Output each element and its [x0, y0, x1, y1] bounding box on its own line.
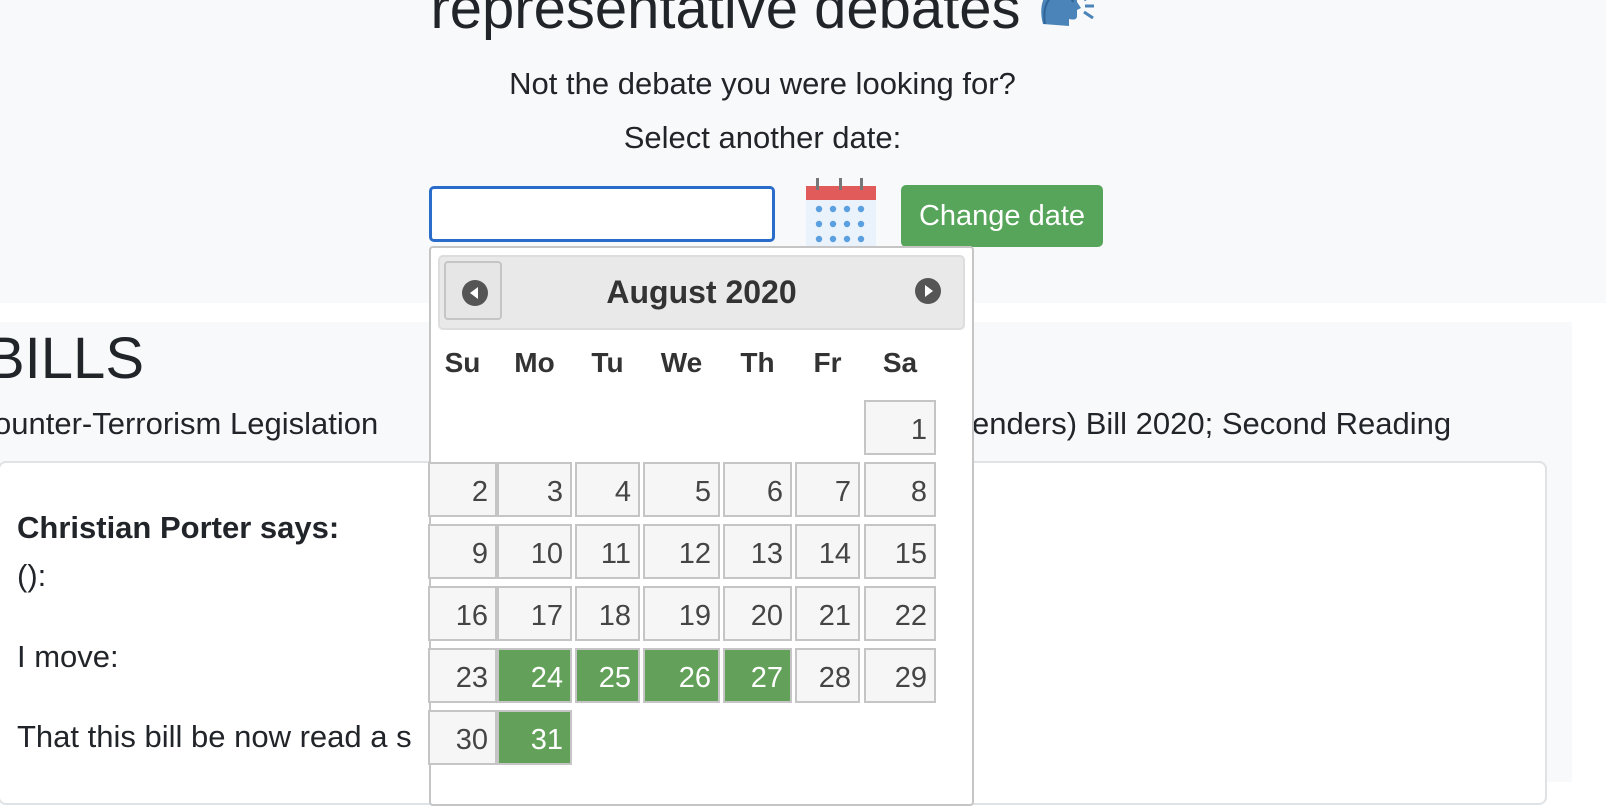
calendar-day[interactable]: 28	[795, 648, 860, 703]
calendar-day[interactable]: 16	[428, 586, 497, 641]
calendar-day[interactable]: 15	[864, 524, 936, 579]
calendar-day[interactable]: 6	[723, 462, 792, 517]
calendar-day[interactable]: 8	[864, 462, 936, 517]
weekday-header: Fr	[813, 347, 842, 378]
calendar-day[interactable]: 5	[643, 462, 720, 517]
calendar-day[interactable]: 20	[723, 586, 792, 641]
weekday-header: Mo	[514, 347, 555, 378]
calendar-icon[interactable]	[804, 178, 878, 248]
calendar-day[interactable]: 13	[723, 524, 792, 579]
datepicker-month-label: August 2020	[606, 274, 797, 310]
debate-title-right: enders) Bill 2020; Second Reading	[972, 406, 1452, 441]
select-date-prompt: Select another date:	[623, 120, 902, 155]
next-month-icon	[915, 278, 941, 304]
debate-title-continued: enders) Bill 2020; Second Reading	[972, 404, 1451, 444]
calendar-day[interactable]: 19	[643, 586, 720, 641]
calendar-day[interactable]: 7	[795, 462, 860, 517]
prev-month-button[interactable]	[444, 261, 502, 320]
datepicker-header: August 2020	[438, 255, 965, 330]
debate-title: ounter-Terrorism Legislation	[0, 404, 378, 444]
calendar-day[interactable]: 14	[795, 524, 860, 579]
calendar-day[interactable]: 2	[428, 462, 497, 517]
calendar-day[interactable]: 3	[497, 462, 572, 517]
debate-title-left: ounter-Terrorism Legislation	[0, 406, 379, 441]
speech-line: That this bill be now read a s	[17, 719, 412, 754]
speech-line: I move:	[17, 639, 119, 674]
calendar-day[interactable]: 1	[864, 400, 936, 455]
calendar-day[interactable]: 24	[497, 648, 572, 703]
calendar-day[interactable]: 18	[575, 586, 640, 641]
calendar-day[interactable]: 9	[428, 524, 497, 579]
weekday-header: We	[660, 347, 703, 378]
calendar-day[interactable]: 30	[428, 710, 497, 765]
calendar-day[interactable]: 12	[643, 524, 720, 579]
speech-line: ():	[17, 558, 47, 593]
weekday-header: Su	[444, 347, 481, 378]
calendar-day[interactable]: 27	[723, 648, 792, 703]
weekday-header: Tu	[591, 347, 624, 378]
calendar-day[interactable]: 31	[497, 710, 572, 765]
page-title: representative debates	[0, 0, 1525, 44]
datepicker: August 2020 Su Mo Tu We Th Fr Sa 1 2 3 4 5 6 7 8 9 10 11 1…	[428, 246, 974, 806]
calendar-day[interactable]: 21	[795, 586, 860, 641]
calendar-day[interactable]: 17	[497, 586, 572, 641]
calendar-day[interactable]: 10	[497, 524, 572, 579]
section-heading: BILLS	[0, 326, 144, 391]
speaking-head-icon	[1035, 0, 1095, 26]
speaker-name: Christian Porter says:	[17, 510, 340, 545]
change-date-button[interactable]: Change date	[901, 185, 1103, 247]
calendar-day[interactable]: 4	[575, 462, 640, 517]
weekday-header: Sa	[882, 347, 918, 378]
page-title-text: representative debates	[430, 0, 1021, 41]
calendar-day[interactable]: 26	[643, 648, 720, 703]
date-input[interactable]	[429, 186, 775, 242]
next-month-button[interactable]	[899, 261, 957, 320]
calendar-day[interactable]: 11	[575, 524, 640, 579]
calendar-day[interactable]: 25	[575, 648, 640, 703]
prev-month-icon	[462, 280, 488, 306]
subtitle: Not the debate you were looking for?	[509, 66, 1016, 101]
calendar-day[interactable]: 23	[428, 648, 497, 703]
weekday-header: Th	[740, 347, 775, 378]
calendar-day[interactable]: 29	[864, 648, 936, 703]
calendar-day[interactable]: 22	[864, 586, 936, 641]
